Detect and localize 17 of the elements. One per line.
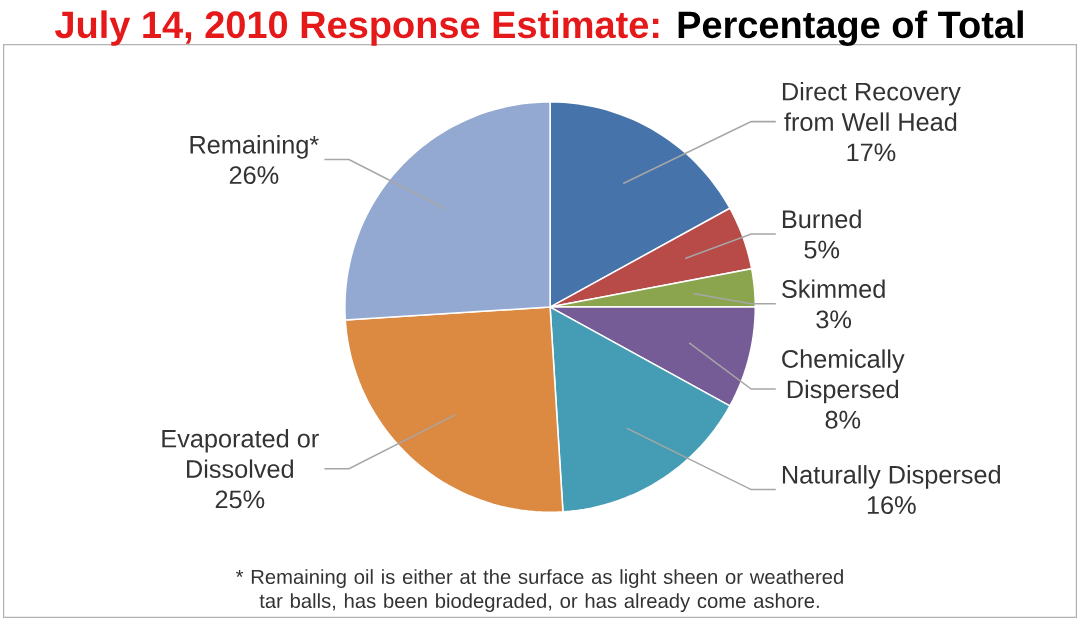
chart-title: July 14, 2010 Response Estimate: bbox=[55, 10, 659, 46]
slice-label: Remaining* bbox=[190, 135, 319, 159]
slice-label: Evaporated or Dissolved bbox=[162, 429, 319, 478]
chart-subtitle: Percentage of Total bbox=[678, 10, 1023, 46]
data-label: 8% bbox=[825, 410, 861, 429]
slice-label: Naturally Dispersed bbox=[782, 465, 1001, 489]
data-label: 17% bbox=[847, 143, 896, 162]
data-label: 16% bbox=[867, 496, 916, 515]
text: * Remaining oil is either at the surface as light sheen or weathered tar balls, has been biodegraded, or has already come ashore. bbox=[235, 569, 843, 613]
slice-label: Chemically Dispersed bbox=[782, 349, 905, 404]
data-label: 3% bbox=[816, 310, 852, 329]
slice-label: Direct Recovery from Well Head bbox=[782, 82, 961, 131]
data-label: 5% bbox=[804, 240, 840, 259]
slice-label: Burned bbox=[782, 209, 861, 229]
data-label: 25% bbox=[215, 490, 265, 509]
data-label: 26% bbox=[229, 166, 279, 185]
slice-label: Skimmed bbox=[782, 279, 885, 298]
